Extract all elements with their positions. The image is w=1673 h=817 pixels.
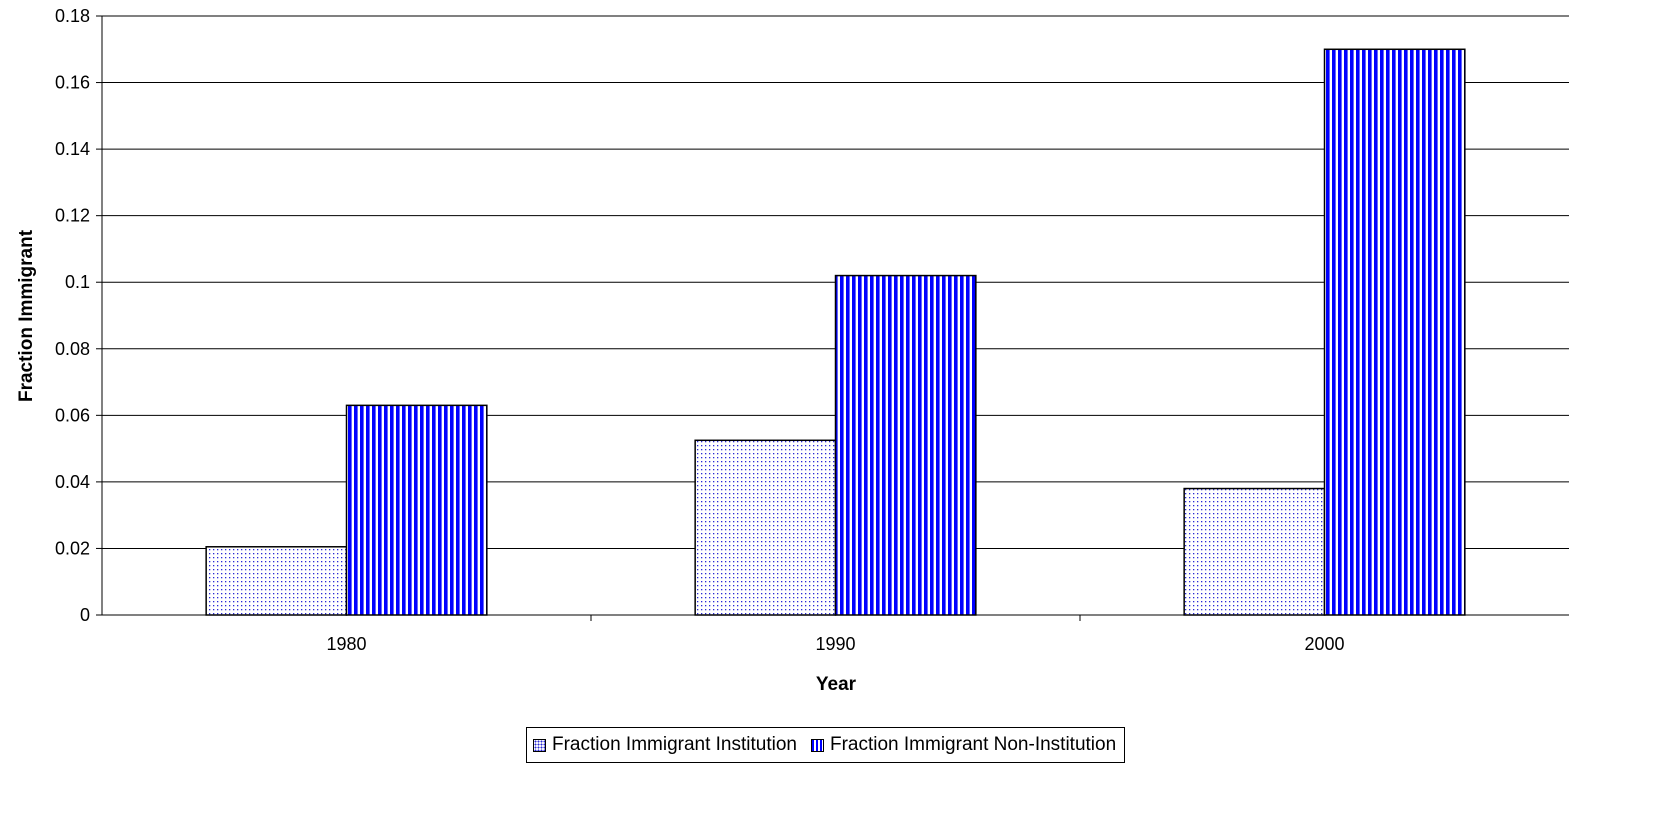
bar-non-institution-1980 xyxy=(345,404,488,616)
y-tick-label: 0.12 xyxy=(55,206,90,226)
bar-non-institution-1990 xyxy=(834,274,977,616)
bars xyxy=(205,48,1466,616)
legend-item-institution: Fraction Immigrant Institution xyxy=(533,734,797,756)
y-tick-label: 0.08 xyxy=(55,339,90,359)
y-tick-label: 0 xyxy=(80,605,90,625)
y-tick-label: 0.04 xyxy=(55,472,90,492)
bar-non-institution-2000 xyxy=(1323,48,1466,616)
y-axis-title: Fraction Immigrant xyxy=(16,229,37,402)
legend-label-institution: Fraction Immigrant Institution xyxy=(552,734,797,755)
bar-institution-2000 xyxy=(1183,487,1326,616)
x-tick-label: 1990 xyxy=(815,634,855,654)
x-tick-label: 1980 xyxy=(326,634,366,654)
y-tick-label: 0.14 xyxy=(55,139,90,159)
y-tick-label: 0.16 xyxy=(55,73,90,93)
legend-swatch-non-institution xyxy=(810,738,824,752)
bar-institution-1980 xyxy=(205,546,348,616)
axes xyxy=(96,15,1569,621)
y-tick-label: 0.1 xyxy=(65,272,90,292)
legend: Fraction Immigrant Institution Fraction … xyxy=(526,727,1126,763)
bar-institution-1990 xyxy=(694,439,837,616)
legend-swatch-institution xyxy=(533,738,546,752)
tick-labels: 0 0.02 0.04 0.06 0.08 0.1 0.12 0.14 0.16 0.18 1980… xyxy=(55,6,1345,654)
x-axis-title: Year xyxy=(816,674,857,695)
y-tick-label: 0.02 xyxy=(55,538,90,558)
x-tick-label: 2000 xyxy=(1304,634,1344,654)
y-tick-label: 0.06 xyxy=(55,405,90,425)
legend-item-non-institution: Fraction Immigrant Non-Institution xyxy=(810,734,1117,756)
legend-label-non-institution: Fraction Immigrant Non-Institution xyxy=(829,734,1117,755)
y-tick-label: 0.18 xyxy=(55,6,90,26)
